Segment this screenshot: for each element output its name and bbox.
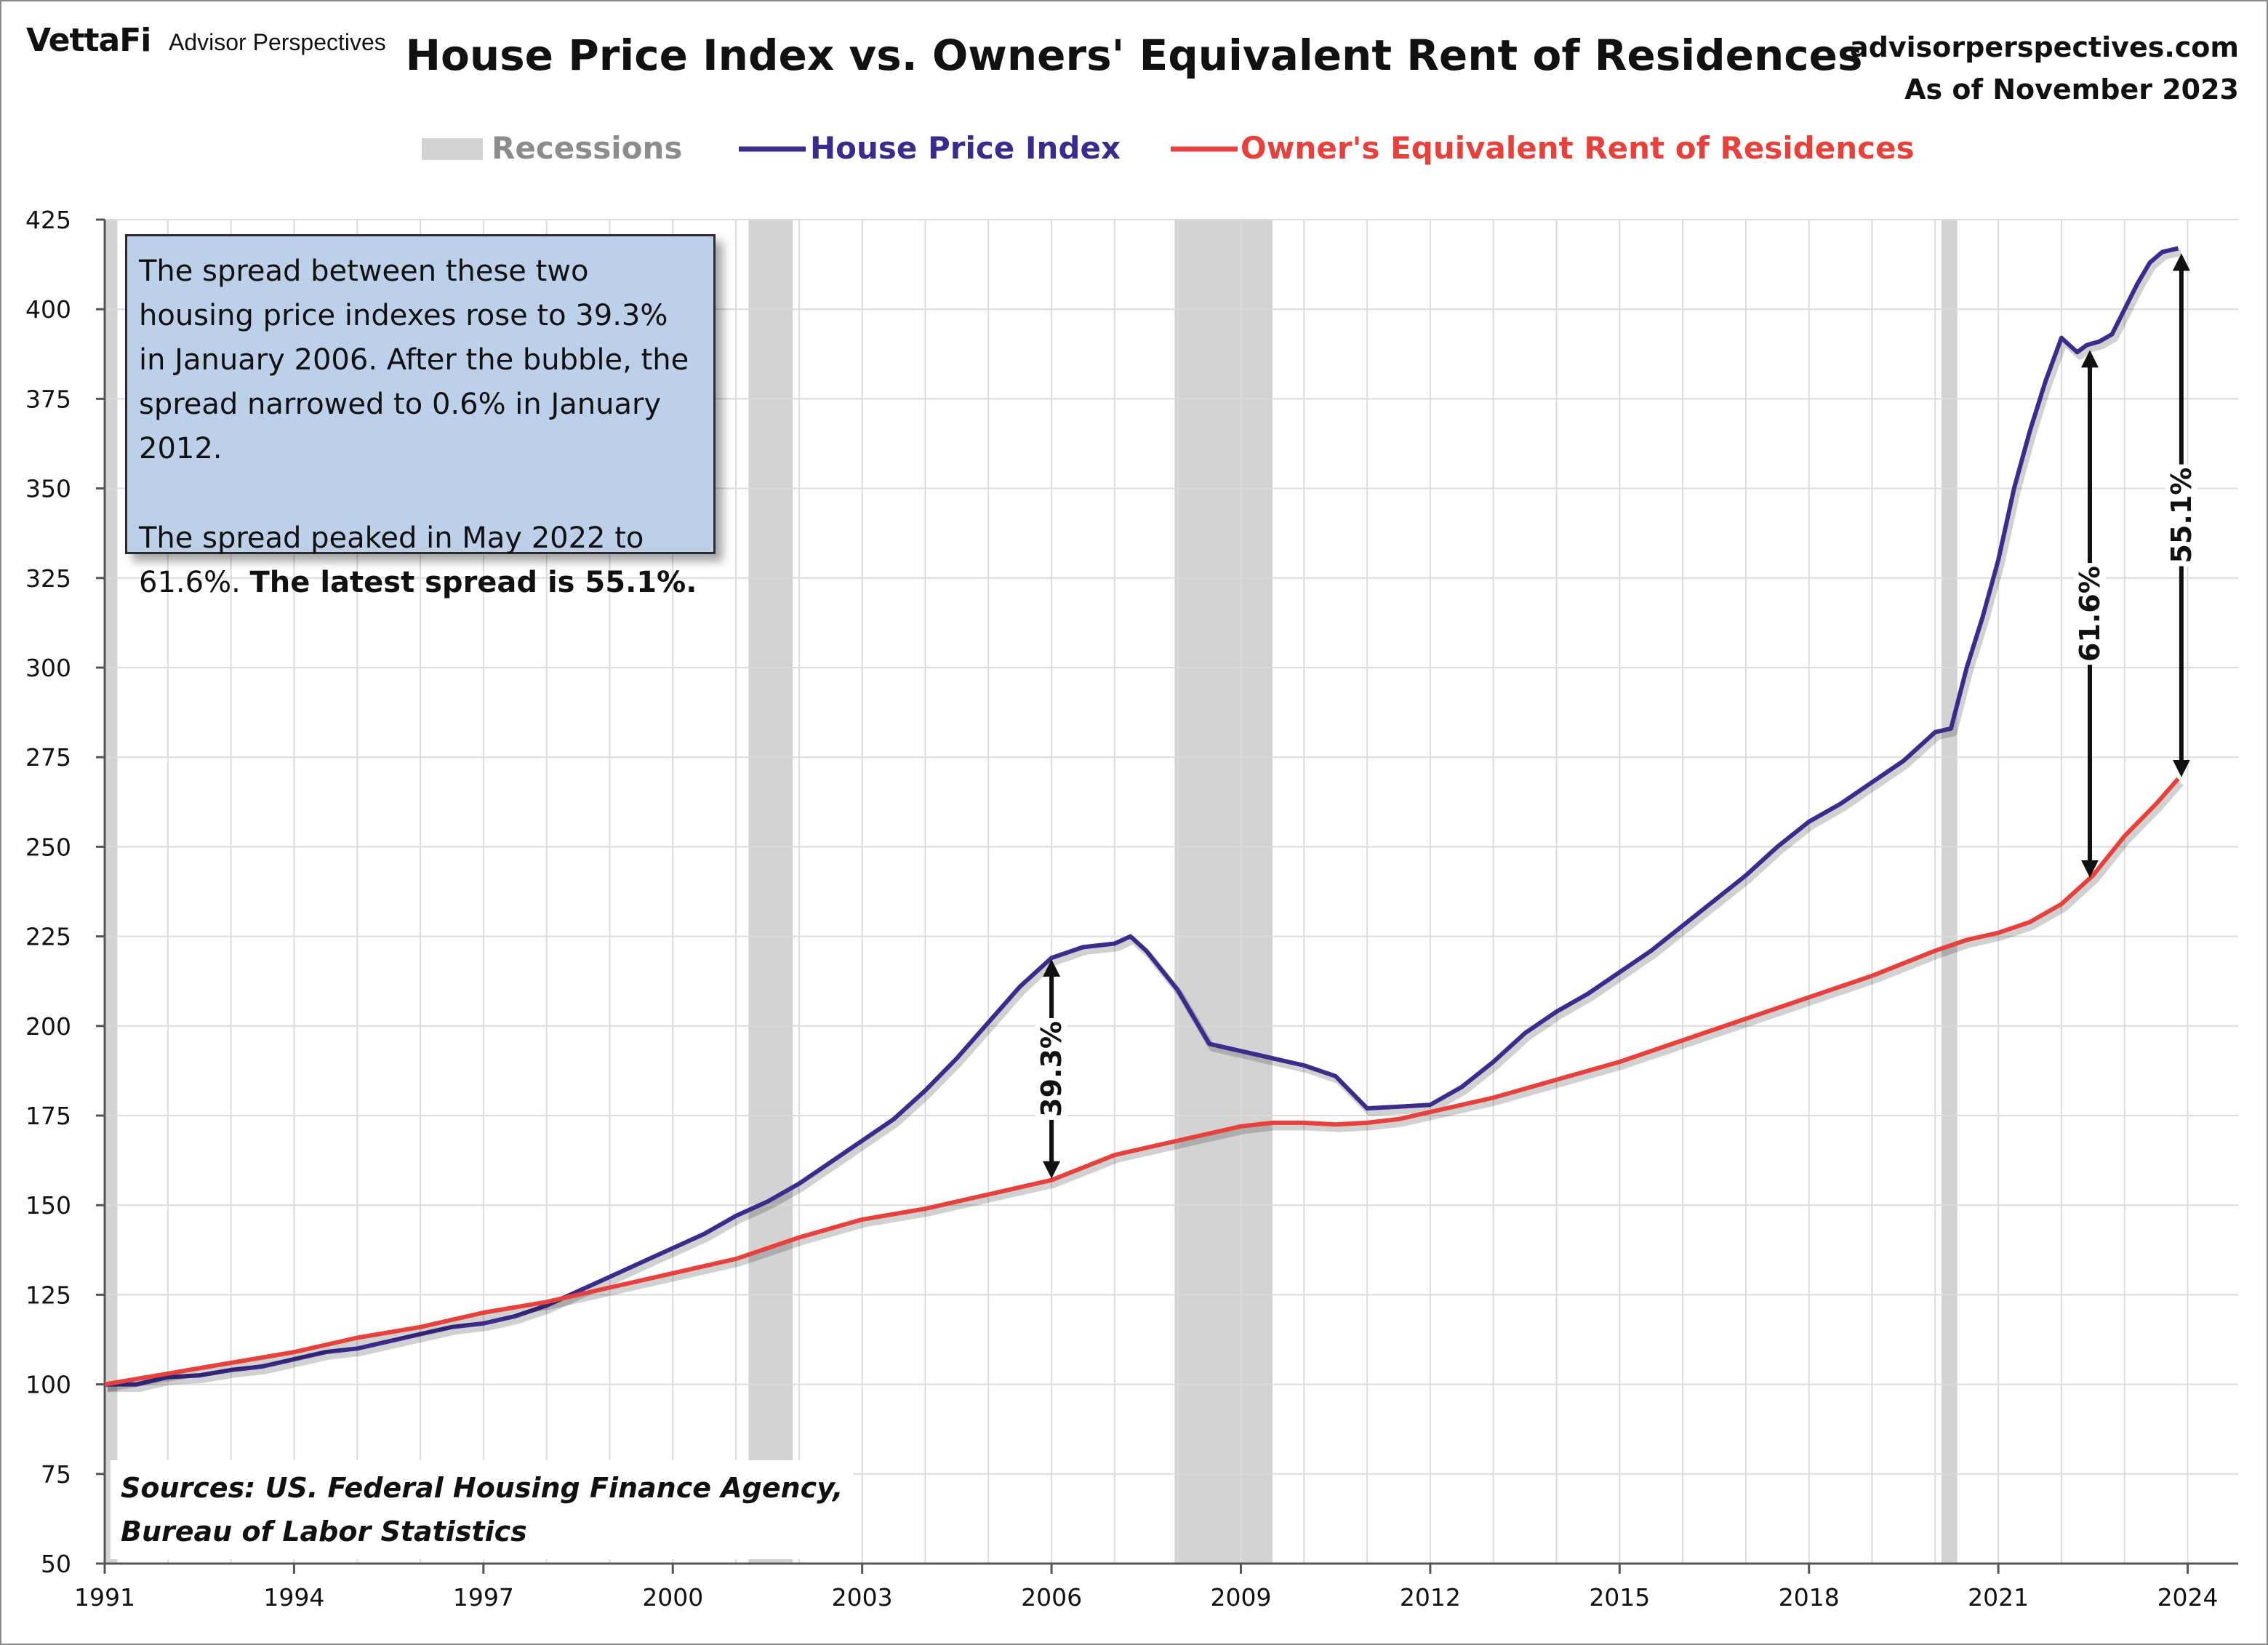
annotation-paragraph-2: The spread peaked in May 2022 to 61.6%. … xyxy=(139,516,702,605)
hpi-line xyxy=(105,246,2179,1387)
spread-label-0: 39.3% xyxy=(1035,1021,1067,1117)
x-tick-label-2018: 2018 xyxy=(1779,1583,1840,1612)
spread-label-1: 61.6% xyxy=(2074,566,2106,662)
spread-label-bg-1 xyxy=(2074,563,2107,665)
x-tick-label-2015: 2015 xyxy=(1589,1583,1650,1612)
oer-line xyxy=(104,777,2180,1387)
site-url: advisorperspectives.com xyxy=(1850,31,2239,63)
y-tick-label-325: 325 xyxy=(25,564,71,593)
x-tick-label-1997: 1997 xyxy=(453,1583,514,1612)
y-tick-label-250: 250 xyxy=(25,833,71,861)
spread-annotation-box: The spread between these two housing pri… xyxy=(125,234,716,599)
y-tick-label-125: 125 xyxy=(25,1281,71,1309)
spread-label-bg-2 xyxy=(2165,464,2197,567)
vettafi-logo: VettaFi xyxy=(26,22,151,59)
legend-hpi-label: House Price Index xyxy=(810,130,1121,166)
recession-bands xyxy=(105,220,1958,1564)
y-tick-label-275: 275 xyxy=(25,743,71,772)
y-tick-label-175: 175 xyxy=(25,1102,71,1130)
spread-label-2: 55.1% xyxy=(2165,468,2197,564)
y-tick-label-300: 300 xyxy=(25,654,71,682)
y-tick-label-150: 150 xyxy=(25,1191,71,1220)
axes: 50 75 100 125 150 175 200 225 250 275 300 325 350 375… xyxy=(25,206,2238,1612)
recession-band-0 xyxy=(105,220,118,1564)
x-tick-label-2024: 2024 xyxy=(2157,1583,2219,1612)
legend-oer-label: Owner's Equivalent Rent of Residences xyxy=(1241,130,1915,166)
annotation-paragraph-1: The spread between these two housing pri… xyxy=(139,255,689,465)
y-tick-label-400: 400 xyxy=(25,295,71,324)
spread-label-bg-0 xyxy=(1035,1017,1068,1120)
x-tick-label-1994: 1994 xyxy=(263,1583,324,1612)
x-tick-label-2012: 2012 xyxy=(1400,1583,1461,1612)
series-shadow-0 xyxy=(108,249,2182,1393)
recession-band-1 xyxy=(748,220,793,1564)
annotation-plain-text: The spread peaked in May 2022 to 61.6%. xyxy=(139,521,644,599)
y-tick-label-200: 200 xyxy=(25,1012,71,1041)
sources-line-2: Bureau of Labor Statistics xyxy=(121,1516,527,1548)
recession-band-3 xyxy=(1942,220,1958,1564)
recession-band-2 xyxy=(1174,220,1273,1564)
legend-recessions-label: Recessions xyxy=(492,130,682,166)
as-of-date: As of November 2023 xyxy=(1904,73,2239,105)
series-lines xyxy=(104,246,2184,1393)
y-tick-label-50: 50 xyxy=(41,1550,71,1578)
x-tick-label-1991: 1991 xyxy=(74,1583,135,1612)
advisor-perspectives-label: Advisor Perspectives xyxy=(169,29,386,55)
x-tick-label-2003: 2003 xyxy=(832,1583,893,1612)
y-tick-label-350: 350 xyxy=(25,475,71,503)
y-tick-label-375: 375 xyxy=(25,385,71,413)
x-tick-label-2000: 2000 xyxy=(642,1583,703,1612)
legend: Recessions House Price Index Owner's Equ… xyxy=(422,130,1915,166)
x-tick-label-2021: 2021 xyxy=(1968,1583,2029,1612)
sources-line-1: Sources: US. Federal Housing Finance Age… xyxy=(121,1472,844,1504)
y-tick-label-75: 75 xyxy=(41,1460,71,1489)
y-tick-label-225: 225 xyxy=(25,923,71,951)
x-tick-label-2006: 2006 xyxy=(1021,1583,1082,1612)
y-tick-label-425: 425 xyxy=(25,206,71,234)
x-tick-label-2009: 2009 xyxy=(1210,1583,1271,1612)
annotation-bold-text: The latest spread is 55.1%. xyxy=(249,566,697,599)
y-tick-label-100: 100 xyxy=(25,1371,71,1399)
sources-note: Sources: US. Federal Housing Finance Age… xyxy=(111,1460,854,1559)
spread-arrows: 39.3% 61.6% 55.1% xyxy=(1035,253,2197,1179)
series-shadow-1 xyxy=(107,780,2184,1393)
legend-recession-swatch xyxy=(422,138,483,160)
chart-title: House Price Index vs. Owners' Equivalent… xyxy=(405,31,1863,80)
site-info: advisorperspectives.com As of November 2… xyxy=(1850,26,2239,111)
